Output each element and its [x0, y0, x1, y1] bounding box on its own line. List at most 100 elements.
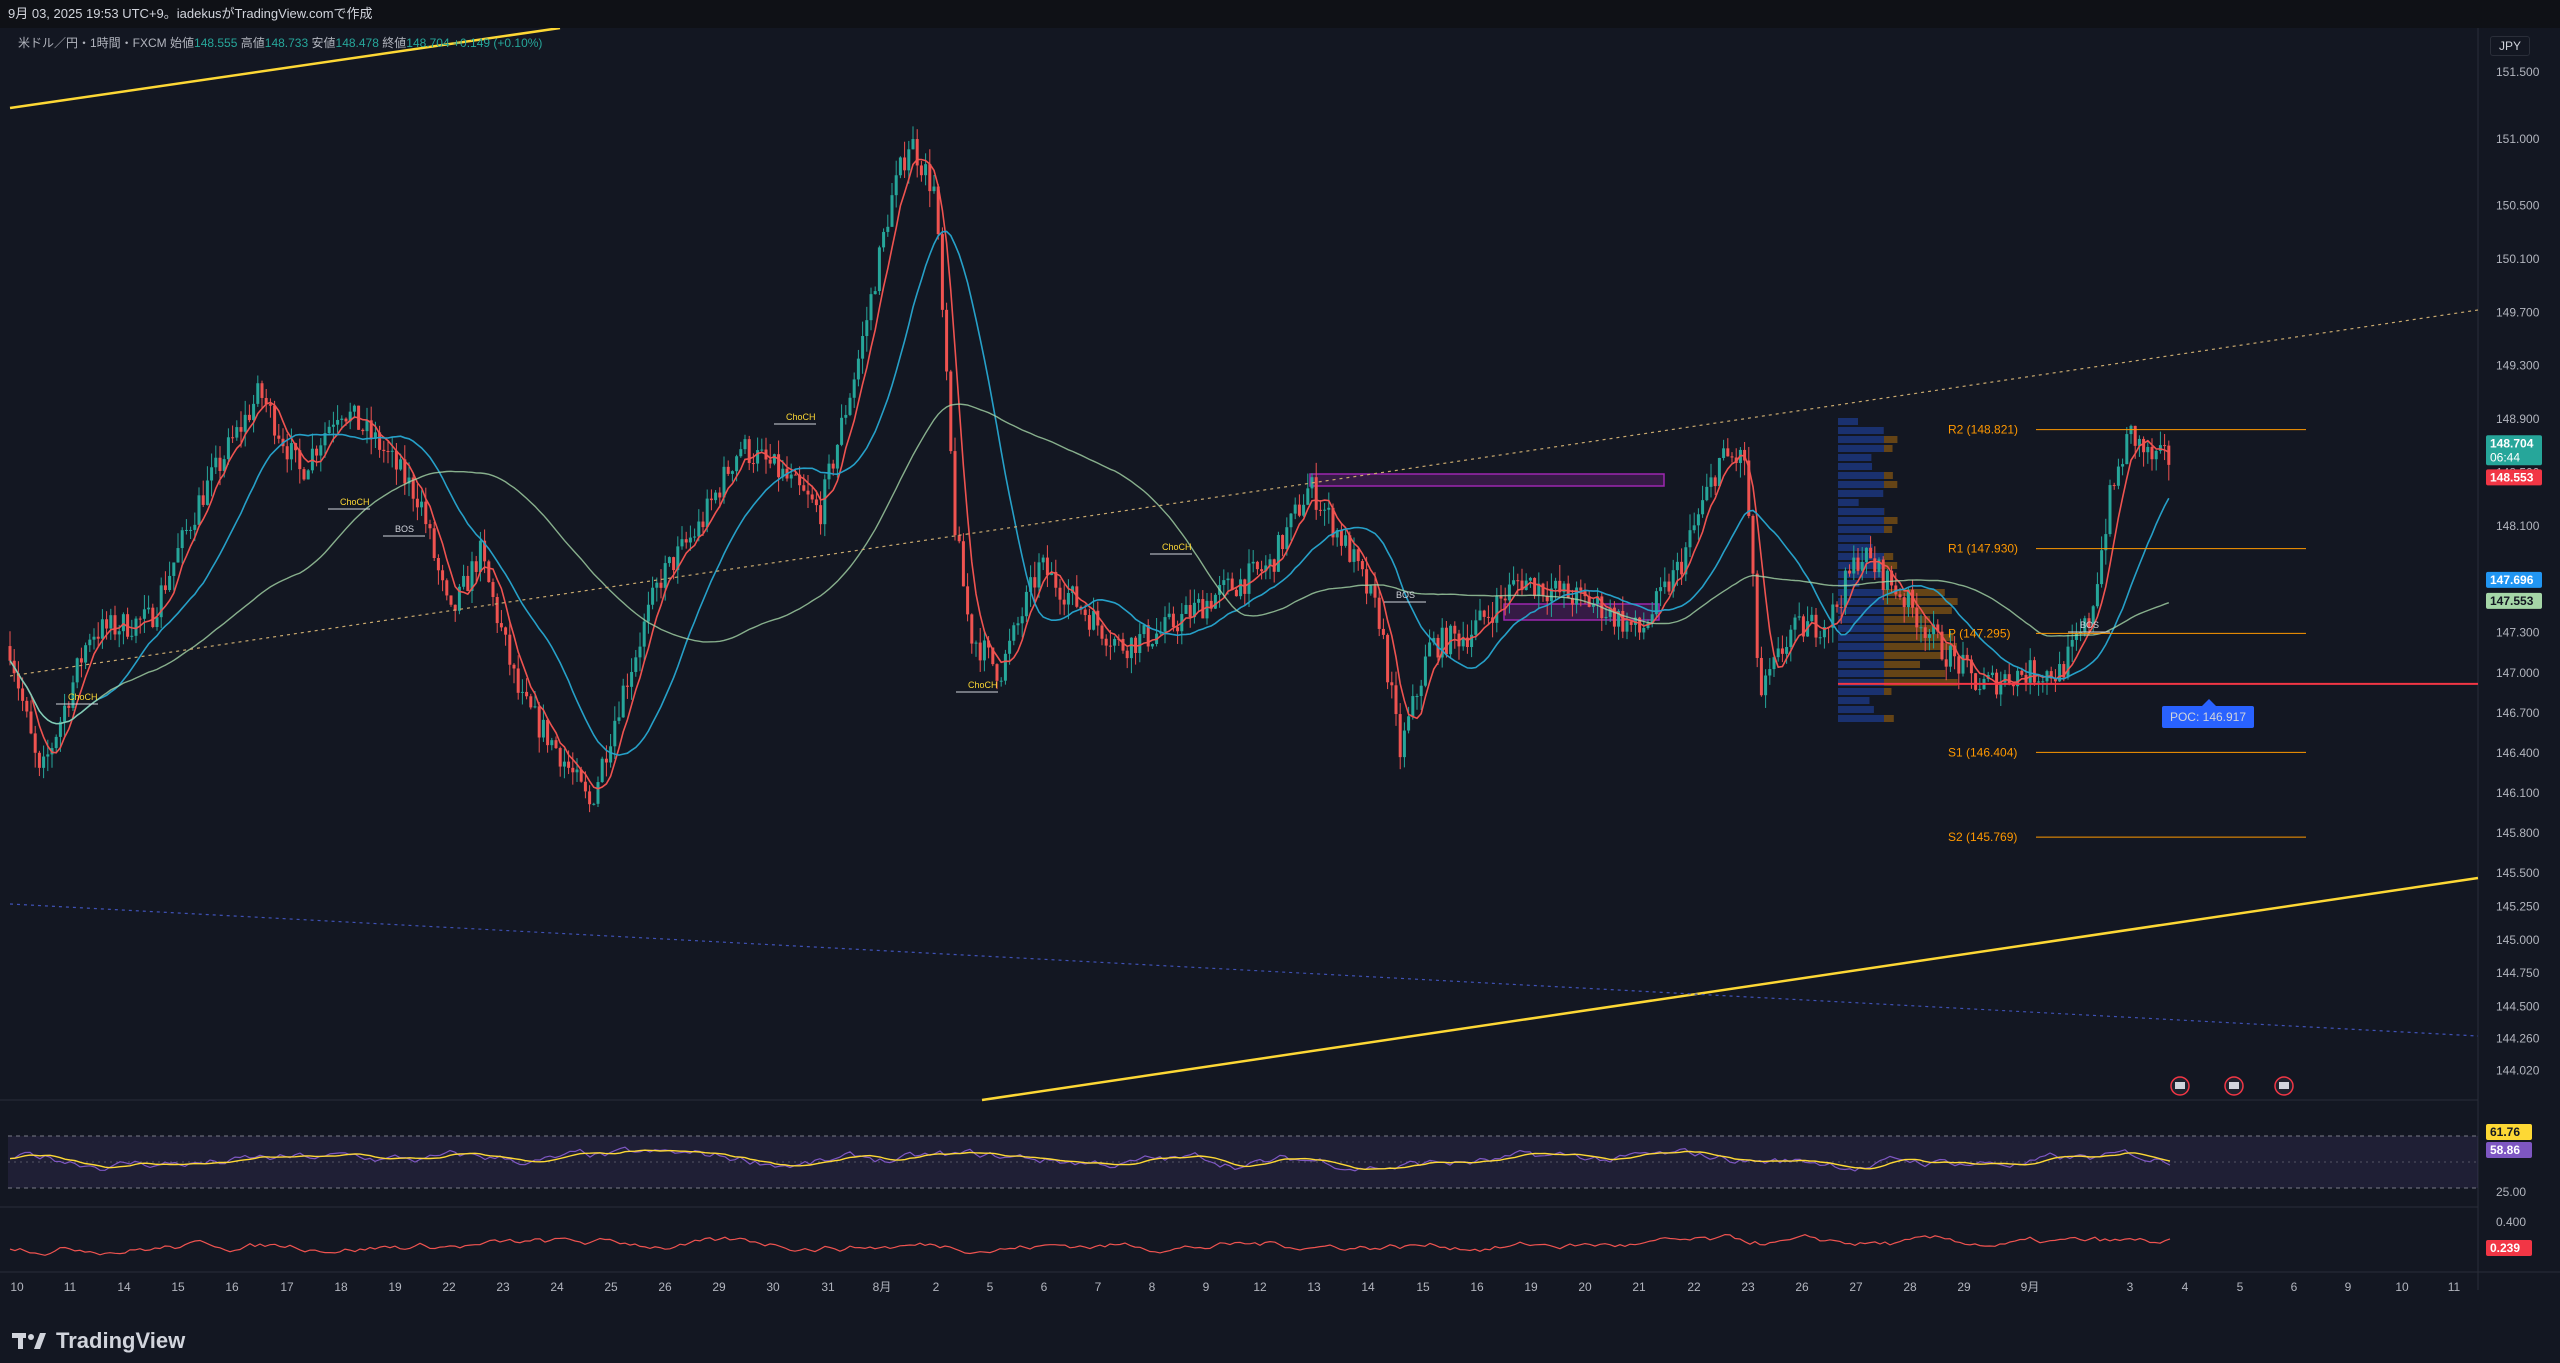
candle-body	[2146, 446, 2150, 453]
volume-profile-bar	[1884, 436, 1898, 443]
volume-profile-bar	[1838, 535, 1871, 542]
candle-body	[1520, 580, 1524, 591]
candle-body	[1285, 527, 1289, 550]
candle-body	[1486, 616, 1490, 618]
price-tick-label: 148.900	[2496, 412, 2540, 426]
candle-body	[466, 575, 470, 591]
candle-body	[2163, 445, 2167, 447]
candle-body	[235, 427, 239, 438]
candle-body	[1562, 583, 1566, 593]
currency-button[interactable]: JPY	[2490, 36, 2531, 56]
volume-profile-bar	[1838, 517, 1884, 524]
candle-body	[1008, 640, 1012, 654]
candle-body	[1104, 638, 1108, 646]
candle-body	[84, 645, 88, 663]
candle-body	[1012, 625, 1016, 641]
candle-body	[1587, 596, 1591, 607]
candle-body	[1255, 561, 1259, 570]
volume-profile-bar	[1838, 544, 1873, 551]
time-axis-label: 8	[1149, 1280, 1156, 1294]
candle-body	[2154, 450, 2158, 460]
candle-body	[743, 439, 747, 450]
candle-body	[168, 575, 172, 591]
candle-body	[1554, 580, 1558, 589]
time-axis-label: 10	[2395, 1280, 2409, 1294]
candle-body	[1709, 477, 1713, 487]
candle-body	[928, 164, 932, 192]
candle-body	[1335, 530, 1339, 538]
volume-profile-bar	[1838, 661, 1884, 668]
symbol-name[interactable]: 米ドル／円・1時間・FXCM	[18, 36, 167, 50]
volume-profile-bar	[1884, 715, 1894, 722]
order-block-upper	[1309, 473, 1665, 487]
candle-body	[1642, 628, 1646, 633]
candle-body	[159, 585, 163, 618]
volume-profile-bar	[1838, 472, 1884, 479]
candle-body	[260, 383, 264, 398]
time-axis-label: 11	[2448, 1280, 2461, 1294]
candle-body	[877, 247, 881, 292]
price-tick-label: 145.500	[2496, 866, 2540, 880]
snapshot-info: 9月 03, 2025 19:53 UTC+9。iadekusがTradingV…	[8, 6, 373, 21]
candle-body	[835, 444, 839, 469]
us-flag-icon	[2229, 1082, 2239, 1089]
price-tick-label: 147.300	[2496, 626, 2540, 640]
candle-body	[117, 631, 121, 635]
candle-body	[554, 740, 558, 749]
tradingview-logo[interactable]: TradingView	[12, 1328, 185, 1354]
candle-body	[327, 426, 331, 434]
candle-body	[655, 582, 659, 588]
candle-body	[1146, 625, 1150, 647]
candle-body	[680, 539, 684, 547]
candle-body	[802, 485, 806, 491]
time-axis-label: 15	[1416, 1280, 1430, 1294]
candle-body	[508, 634, 512, 665]
candle-body	[407, 477, 411, 484]
candle-body	[369, 420, 373, 439]
candle-body	[403, 459, 407, 484]
candle-body	[1591, 603, 1595, 607]
candle-body	[1045, 557, 1049, 576]
candle-body	[1474, 620, 1478, 635]
candle-body	[399, 459, 403, 470]
candle-body	[21, 688, 25, 701]
candle-body	[1722, 448, 1726, 458]
candle-body	[348, 411, 352, 422]
candle-body	[1239, 579, 1243, 597]
candle-body	[1356, 549, 1360, 562]
candle-body	[1789, 629, 1793, 648]
time-axis-label: 30	[766, 1280, 780, 1294]
time-axis-label: 3	[2127, 1280, 2134, 1294]
candle-body	[869, 294, 873, 321]
candle-body	[1638, 617, 1642, 633]
channel-dotted	[9, 903, 2479, 1037]
candle-body	[1684, 547, 1688, 575]
volume-profile-bar	[1884, 472, 1893, 479]
candle-body	[491, 582, 495, 597]
ma-fast-line	[9, 158, 2170, 790]
candle-body	[67, 705, 71, 708]
candle-body	[1482, 610, 1486, 617]
candle-body	[1898, 594, 1902, 598]
pivot-label: P (147.295)	[1948, 626, 2011, 640]
candle-body	[1289, 513, 1293, 528]
candle-body	[714, 492, 718, 501]
candle-body	[911, 139, 915, 150]
candle-body	[1461, 637, 1465, 647]
volume-profile-bar	[1838, 643, 1884, 650]
price-tick-label: 146.400	[2496, 746, 2540, 760]
price-chart[interactable]: R2 (148.821) R1 (147.930) P (147.295) S1 (1…	[0, 28, 2560, 1318]
candle-body	[1596, 596, 1600, 604]
candle-body	[861, 336, 865, 359]
time-axis-label: 5	[2237, 1280, 2244, 1294]
candle-body	[1885, 570, 1889, 590]
candle-body	[331, 424, 335, 427]
candle-body	[596, 782, 600, 804]
volume-profile-bar	[1838, 598, 1884, 605]
candle-body	[2158, 445, 2162, 451]
time-axis-label: 14	[1361, 1280, 1375, 1294]
candle-body	[1260, 569, 1264, 572]
candle-body	[424, 501, 428, 525]
candle-body	[2020, 670, 2024, 675]
candle-body	[42, 756, 46, 768]
